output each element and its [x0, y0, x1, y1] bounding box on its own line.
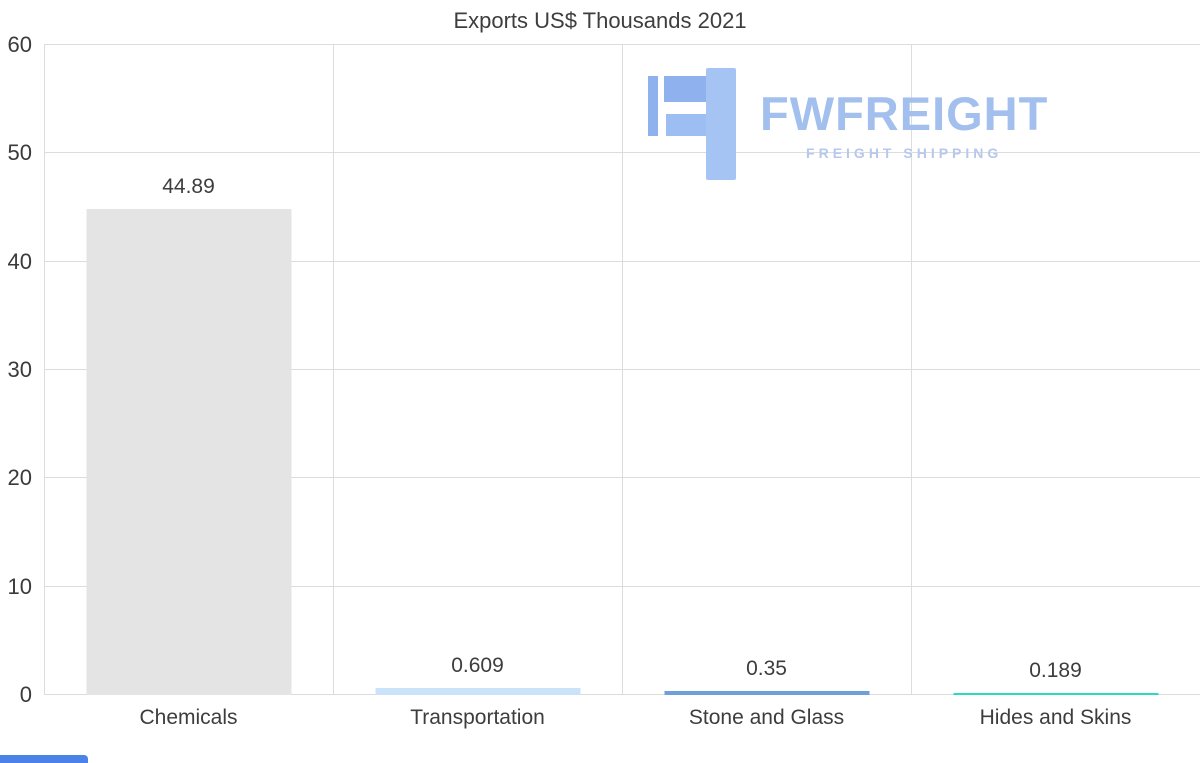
logo-text: FWFREIGHT FREIGHT SHIPPING: [760, 90, 1048, 161]
y-axis: 0 10 20 30 40 50 60: [0, 34, 38, 706]
brand-name: FWFREIGHT: [760, 87, 1049, 140]
gridline-vertical: [622, 45, 623, 695]
gridline-vertical: [333, 45, 334, 695]
x-category-label: Stone and Glass: [688, 706, 845, 729]
bar-value-label: 0.609: [451, 654, 504, 678]
x-category-label: Hides and Skins: [979, 706, 1132, 729]
gridline-horizontal: [44, 44, 1200, 45]
y-tick-label: 60: [7, 32, 32, 57]
y-tick-label: 40: [7, 248, 32, 274]
bar-chemicals: [86, 208, 291, 695]
gridline-vertical: [911, 45, 912, 695]
y-tick-label: 50: [7, 140, 32, 166]
bar-transportation: [375, 688, 580, 695]
bar-value-label: 44.89: [162, 174, 215, 198]
bottom-left-partial-element: [0, 755, 88, 763]
plot-area: 44.89 0.609 0.35 0.189: [44, 44, 1200, 695]
x-category-label: Transportation: [410, 706, 545, 729]
x-category-label: Chemicals: [139, 706, 238, 729]
y-tick-label: 10: [7, 573, 32, 599]
bar-value-label: 0.189: [1029, 658, 1082, 682]
y-tick-label: 20: [7, 465, 32, 491]
bar-value-label: 0.35: [746, 657, 787, 681]
watermark-logo: FWFREIGHT FREIGHT SHIPPING: [648, 68, 1048, 180]
chart-title: Exports US$ Thousands 2021: [453, 8, 747, 33]
brand-tagline: FREIGHT SHIPPING: [806, 145, 1003, 161]
y-tick-label: 0: [19, 682, 32, 707]
gridline-vertical: [44, 45, 45, 695]
y-tick-label: 30: [7, 357, 32, 382]
x-axis: Chemicals Transportation Stone and Glass Hi…: [44, 706, 1200, 738]
bar-stone-and-glass: [664, 691, 869, 695]
brand-logo-icon: [648, 68, 736, 180]
bar-hides-and-skins: [953, 692, 1158, 695]
